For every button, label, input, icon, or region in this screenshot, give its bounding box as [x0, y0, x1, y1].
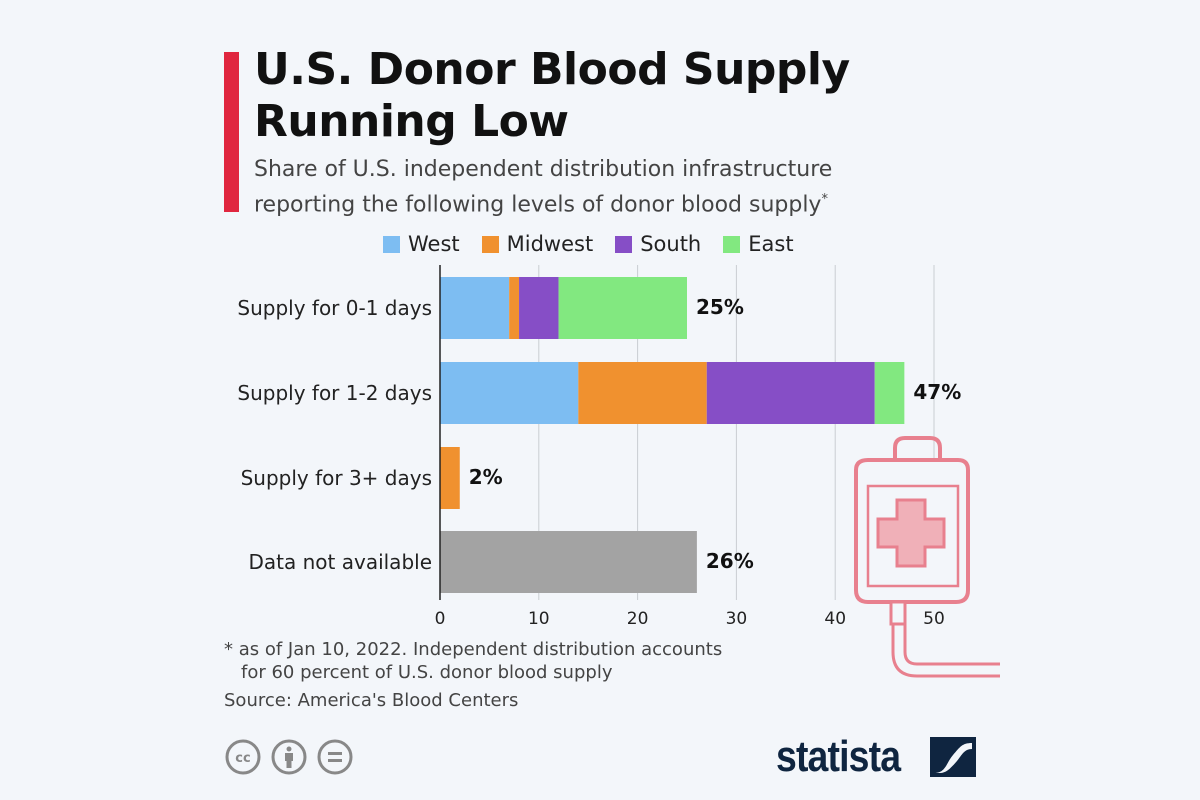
legend-swatch — [481, 235, 499, 253]
x-tick-label: 40 — [824, 609, 846, 629]
legend-item: East — [723, 232, 794, 256]
legend-label: South — [640, 232, 702, 256]
legend-label: Midwest — [506, 232, 594, 256]
accent-bar — [224, 52, 239, 212]
bar-segment-west — [440, 277, 510, 339]
legend: West Midwest South East — [383, 232, 794, 256]
legend-swatch — [615, 235, 633, 253]
creative-commons-icon[interactable]: cc — [224, 738, 262, 776]
legend-label: East — [748, 232, 794, 256]
bar-segment-east — [874, 362, 905, 424]
bar-segment-south — [519, 277, 559, 339]
chart-subtitle: Share of U.S. independent distribution i… — [254, 155, 832, 220]
category-label: Supply for 0-1 days — [237, 296, 432, 320]
x-tick-label: 50 — [923, 609, 945, 629]
legend-swatch — [723, 235, 741, 253]
x-tick-label: 0 — [435, 609, 446, 629]
bar-segment-midwest — [440, 447, 460, 509]
category-label: Supply for 1-2 days — [237, 381, 432, 405]
bar-segment-midwest — [509, 277, 520, 339]
title-line-1: U.S. Donor Blood Supply — [254, 44, 850, 95]
brand-name: statista — [776, 732, 901, 781]
legend-item: West — [383, 232, 460, 256]
legend-label: West — [408, 232, 460, 256]
statista-logo[interactable]: statista — [776, 732, 977, 782]
bar-segment-south — [706, 362, 875, 424]
title-line-2: Running Low — [254, 96, 569, 147]
no-derivatives-icon[interactable] — [316, 738, 354, 776]
subtitle-footnote-mark: * — [821, 192, 828, 207]
category-label: Supply for 3+ days — [241, 466, 432, 490]
footnote-line-2: for 60 percent of U.S. donor blood suppl… — [241, 662, 613, 683]
legend-item: South — [615, 232, 701, 256]
total-label: 2% — [469, 465, 503, 489]
bar-segment-east — [558, 277, 687, 339]
source-text: Source: America's Blood Centers — [224, 690, 519, 711]
footnote: * as of Jan 10, 2022. Independent distri… — [224, 638, 722, 684]
blood-bag-icon — [854, 436, 1000, 678]
legend-swatch — [383, 235, 400, 253]
total-label: 26% — [706, 549, 754, 573]
license-icons: cc — [224, 738, 354, 776]
legend-item: Midwest — [481, 232, 594, 256]
total-label: 47% — [913, 380, 961, 404]
statista-logo-icon — [930, 737, 977, 777]
x-tick-label: 30 — [726, 609, 748, 629]
footnote-line-1: * as of Jan 10, 2022. Independent distri… — [224, 639, 723, 660]
chart-title: U.S. Donor Blood Supply Running Low — [254, 44, 850, 148]
total-label: 25% — [696, 295, 744, 319]
subtitle-line-1: Share of U.S. independent distribution i… — [254, 157, 833, 182]
bar-segment-west — [440, 362, 579, 424]
x-tick-label: 20 — [627, 609, 649, 629]
bar-segment-na — [440, 531, 697, 593]
bar-segment-midwest — [578, 362, 707, 424]
category-label: Data not available — [249, 550, 433, 574]
subtitle-line-2: reporting the following levels of donor … — [254, 192, 822, 218]
attribution-icon[interactable] — [270, 738, 308, 776]
x-tick-label: 10 — [528, 609, 550, 629]
svg-text:cc: cc — [235, 751, 250, 766]
